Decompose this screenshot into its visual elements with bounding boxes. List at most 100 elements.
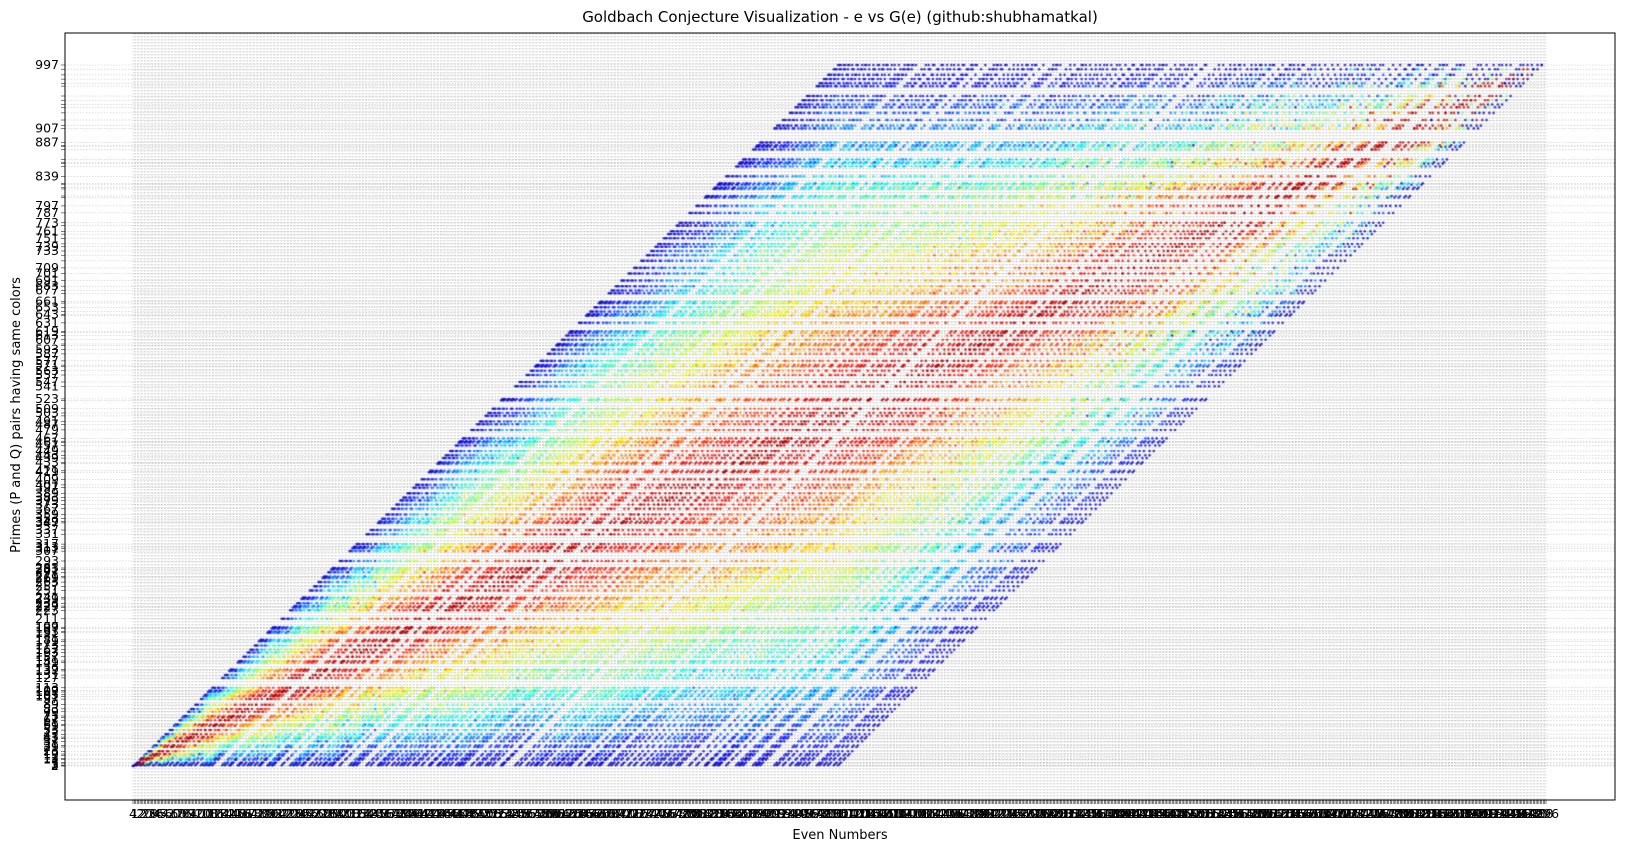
x-tick-label: 1364 xyxy=(1080,806,1112,821)
y-tick-label: 59 xyxy=(43,718,59,733)
x-tick-label: 668 xyxy=(591,806,615,821)
x-tick-label: 348 xyxy=(365,806,389,821)
x-tick-label: 1572 xyxy=(1227,806,1259,821)
y-tick-label: 3 xyxy=(51,757,59,772)
y-tick-label: 31 xyxy=(43,738,59,753)
y-tick-label: 997 xyxy=(35,57,59,72)
scatter-points xyxy=(65,33,1615,800)
y-tick-label: 487 xyxy=(35,416,59,431)
x-tick-label: 540 xyxy=(500,806,524,821)
y-tick-label: 541 xyxy=(35,378,59,393)
x-tick-label: 252 xyxy=(297,806,321,821)
x-tick-label: 652 xyxy=(580,806,604,821)
x-tick-label: 412 xyxy=(410,806,434,821)
x-tick-label: 1164 xyxy=(938,806,970,821)
x-tick-label: 244 xyxy=(291,806,315,821)
x-tick-label: 1276 xyxy=(1018,806,1050,821)
x-tick-label: 1988 xyxy=(1522,806,1554,821)
x-tick-label: 1956 xyxy=(1499,806,1531,821)
x-tick-label: 708 xyxy=(619,806,643,821)
plot-frame xyxy=(64,32,1616,801)
x-tick-label: 1404 xyxy=(1108,806,1140,821)
y-tick-label: 887 xyxy=(35,135,59,150)
y-tick-label: 179 xyxy=(35,633,59,648)
y-tick-label: 787 xyxy=(35,205,59,220)
x-tick-label: 1620 xyxy=(1261,806,1293,821)
x-tick-label: 620 xyxy=(557,806,581,821)
y-tick-label: 587 xyxy=(35,346,59,361)
y-tick-label: 97 xyxy=(43,691,59,706)
x-tick-label: 812 xyxy=(693,806,717,821)
x-tick-label: 788 xyxy=(676,806,700,821)
y-tick-label: 19 xyxy=(43,746,59,761)
x-tick-label: 1980 xyxy=(1516,806,1548,821)
x-tick-label: 388 xyxy=(393,806,417,821)
y-tick-label: 307 xyxy=(35,543,59,558)
x-tick-label: 916 xyxy=(767,806,791,821)
x-tick-label: 956 xyxy=(795,806,819,821)
x-tick-label: 1772 xyxy=(1369,806,1401,821)
y-tick-label: 691 xyxy=(35,273,59,288)
y-tick-label: 53 xyxy=(43,722,59,737)
x-tick-label: 1428 xyxy=(1125,806,1157,821)
y-tick-label: 269 xyxy=(35,570,59,585)
x-tick-label: 364 xyxy=(376,806,400,821)
x-tick-label: 636 xyxy=(568,806,592,821)
x-tick-label: 84 xyxy=(182,806,198,821)
x-tick-label: 1348 xyxy=(1068,806,1100,821)
x-tick-label: 1636 xyxy=(1272,806,1304,821)
x-tick-label: 1476 xyxy=(1159,806,1191,821)
y-tick-label: 313 xyxy=(35,539,59,554)
x-tick-label: 1068 xyxy=(870,806,902,821)
x-tick-label: 20 xyxy=(136,806,152,821)
x-tick-label: 1868 xyxy=(1437,806,1469,821)
y-tick-label: 317 xyxy=(35,536,59,551)
x-tick-label: 524 xyxy=(489,806,513,821)
x-tick-label: 316 xyxy=(342,806,366,821)
x-tick-label: 1412 xyxy=(1114,806,1146,821)
x-tick-label: 940 xyxy=(784,806,808,821)
x-tick-label: 564 xyxy=(517,806,541,821)
x-tick-label: 1732 xyxy=(1340,806,1372,821)
y-tick-label: 353 xyxy=(35,511,59,526)
x-tick-label: 1884 xyxy=(1448,806,1480,821)
y-tick-label: 419 xyxy=(35,464,59,479)
y-tick-label: 233 xyxy=(35,595,59,610)
x-tick-label: 476 xyxy=(455,806,479,821)
x-tick-label: 1268 xyxy=(1012,806,1044,821)
x-tick-label: 1156 xyxy=(933,806,965,821)
x-tick-label: 1748 xyxy=(1352,806,1384,821)
x-tick-label: 1740 xyxy=(1346,806,1378,821)
y-tick-label: 227 xyxy=(35,600,59,615)
y-tick-label: 479 xyxy=(35,422,59,437)
x-tick-label: 468 xyxy=(450,806,474,821)
x-tick-label: 1236 xyxy=(989,806,1021,821)
x-tick-label: 900 xyxy=(755,806,779,821)
x-tick-label: 796 xyxy=(682,806,706,821)
x-tick-label: 1356 xyxy=(1074,806,1106,821)
y-tick-label: 137 xyxy=(35,663,59,678)
x-tick-label: 964 xyxy=(801,806,825,821)
y-tick-label: 229 xyxy=(35,598,59,613)
y-tick-label: 607 xyxy=(35,332,59,347)
x-tick-label: 764 xyxy=(659,806,683,821)
y-tick-label: 421 xyxy=(35,463,59,478)
y-tick-label: 331 xyxy=(35,526,59,541)
y-tick-label: 619 xyxy=(35,323,59,338)
x-tick-label: 804 xyxy=(687,806,711,821)
y-tick-label: 251 xyxy=(35,583,59,598)
x-tick-label: 28 xyxy=(142,806,158,821)
x-tick-label: 860 xyxy=(727,806,751,821)
x-tick-label: 1836 xyxy=(1414,806,1446,821)
x-tick-label: 820 xyxy=(699,806,723,821)
x-tick-label: 1940 xyxy=(1488,806,1520,821)
x-tick-label: 588 xyxy=(534,806,558,821)
x-tick-label: 1852 xyxy=(1425,806,1457,821)
y-tick-label: 701 xyxy=(35,266,59,281)
y-tick-label: 101 xyxy=(35,688,59,703)
x-tick-label: 1708 xyxy=(1323,806,1355,821)
y-tick-label: 383 xyxy=(35,490,59,505)
y-tick-label: 73 xyxy=(43,708,59,723)
y-tick-label: 593 xyxy=(35,342,59,357)
x-tick-label: 1004 xyxy=(825,806,857,821)
